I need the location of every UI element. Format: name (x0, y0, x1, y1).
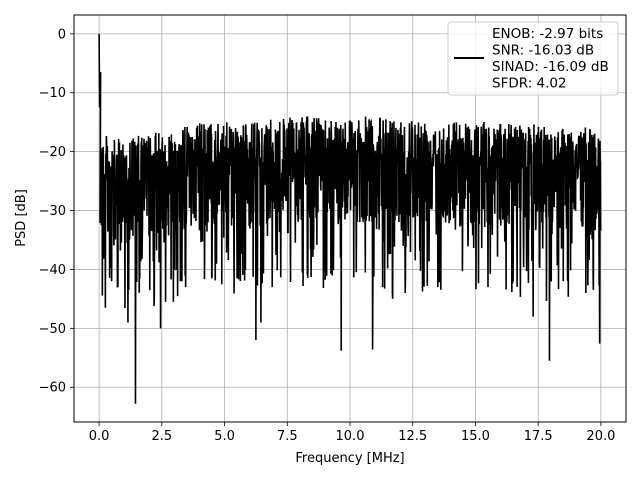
x-axis-label: Frequency [MHz] (295, 451, 404, 466)
x-tick-label: 10.0 (336, 429, 365, 444)
x-tick-label: 17.5 (524, 429, 553, 444)
y-tick-label: −50 (39, 322, 66, 337)
y-axis-ticks: 0 −10 −20 −30 −40 −50 −60 (39, 27, 74, 396)
legend-box (447, 21, 619, 96)
legend: ENOB: -2.97 bits SNR: -16.03 dB SINAD: -… (447, 21, 619, 96)
x-tick-label: 15.0 (461, 429, 490, 444)
psd-series-line (98, 33, 602, 404)
y-tick-label: −60 (39, 381, 66, 396)
legend-line-enob: ENOB: -2.97 bits (492, 26, 603, 42)
y-tick-label: −10 (39, 86, 66, 101)
y-tick-label: 0 (58, 27, 66, 42)
legend-line-snr: SNR: -16.03 dB (492, 43, 594, 59)
x-tick-label: 20.0 (586, 429, 615, 444)
y-tick-label: −40 (39, 263, 66, 278)
x-axis-ticks: 0.0 2.5 5.0 7.5 10.0 12.5 15.0 17.5 20.0 (89, 422, 615, 444)
y-tick-label: −30 (39, 204, 66, 219)
x-tick-label: 0.0 (89, 429, 110, 444)
x-tick-label: 7.5 (277, 429, 298, 444)
legend-line-sfdr: SFDR: 4.02 (492, 76, 567, 92)
legend-line-sinad: SINAD: -16.09 dB (492, 59, 609, 75)
y-tick-label: −20 (39, 145, 66, 160)
y-axis-label: PSD [dB] (14, 189, 29, 247)
x-tick-label: 5.0 (214, 429, 235, 444)
x-tick-label: 12.5 (398, 429, 427, 444)
x-tick-label: 2.5 (151, 429, 172, 444)
